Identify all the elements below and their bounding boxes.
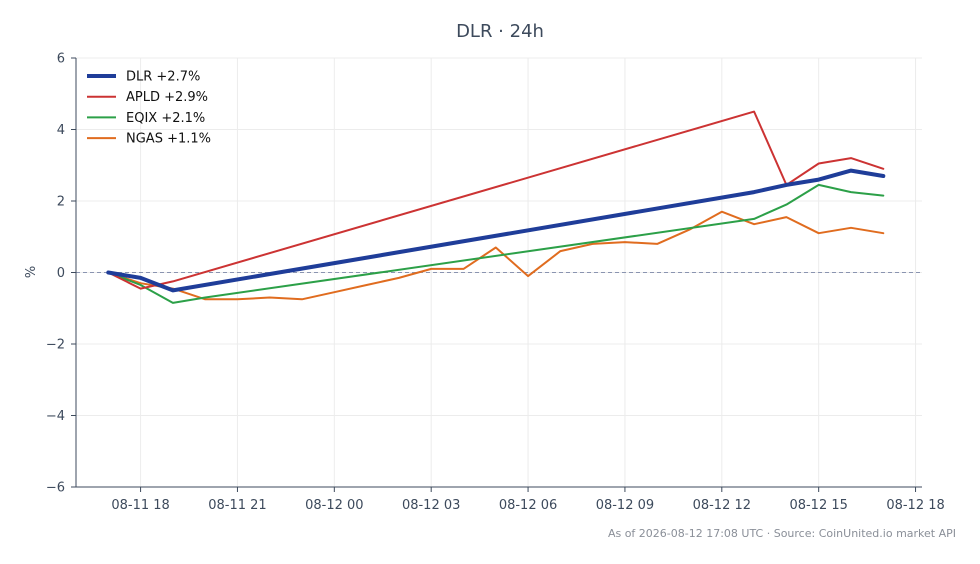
- x-tick-label: 08-12 12: [693, 498, 751, 513]
- x-tick-label: 08-12 00: [305, 498, 363, 513]
- series-line-eqix: [107, 183, 885, 304]
- y-tick-label: 0: [57, 266, 65, 281]
- y-tick-label: −2: [46, 338, 65, 353]
- legend-label: EQIX +2.1%: [126, 111, 205, 126]
- axes: [71, 57, 922, 492]
- legend-label: DLR +2.7%: [126, 70, 200, 85]
- legend: DLR +2.7% APLD +2.9% EQIX +2.1% NGAS +1.1%: [87, 70, 211, 147]
- y-tick-label: −4: [46, 409, 65, 424]
- x-tick-label: 08-12 15: [789, 498, 847, 513]
- legend-label: APLD +2.9%: [126, 90, 208, 105]
- series-line-dlr: [106, 168, 886, 293]
- y-axis-label: %: [24, 266, 39, 278]
- x-tick-label: 08-11 21: [208, 498, 266, 513]
- y-tick-label: 4: [57, 123, 65, 138]
- legend-label: NGAS +1.1%: [126, 132, 211, 147]
- y-tick-label: 6: [57, 52, 65, 67]
- series-line-apld: [107, 110, 885, 290]
- y-tick-label: −6: [46, 481, 65, 496]
- x-tick-label: 08-12 09: [596, 498, 654, 513]
- x-tick-label: 08-11 18: [111, 498, 169, 513]
- y-tick-label: 2: [57, 195, 65, 210]
- x-tick-label: 08-12 06: [499, 498, 557, 513]
- x-tick-label: 08-12 03: [402, 498, 460, 513]
- x-tick-label: 08-12 18: [886, 498, 944, 513]
- tick-labels: 08-11 18 08-11 21 08-12 00 08-12 03 08-12 06…: [46, 52, 945, 514]
- series-lines: [106, 110, 886, 304]
- source-footer: As of 2026-08-12 17:08 UTC · Source: Coi…: [608, 527, 956, 540]
- series-line-ngas: [107, 210, 885, 301]
- chart-title: DLR · 24h: [456, 21, 544, 42]
